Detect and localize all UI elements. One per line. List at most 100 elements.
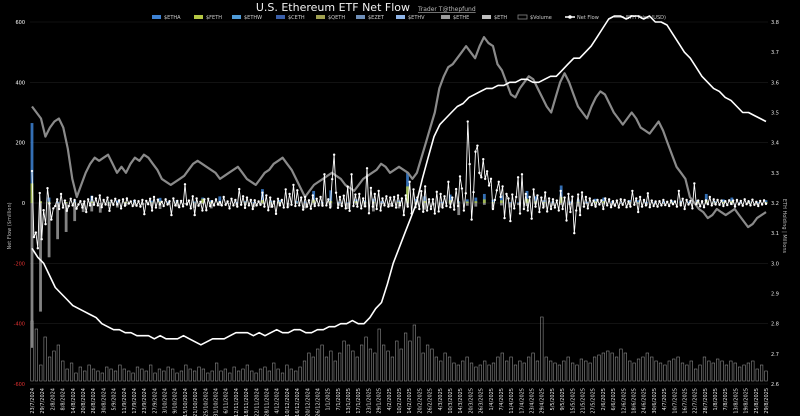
x-tick-label: 10/2/2025 xyxy=(397,388,403,414)
net-flow-point xyxy=(356,205,359,208)
net-flow-point xyxy=(218,200,222,204)
etf-bar xyxy=(269,203,273,208)
net-flow-point xyxy=(604,197,607,200)
volume-bar xyxy=(694,368,698,382)
net-flow-point xyxy=(323,173,326,176)
volume-bar xyxy=(241,368,245,382)
net-flow-point xyxy=(576,193,580,196)
net-flow-point xyxy=(631,189,634,193)
net-flow-point xyxy=(284,188,287,191)
net-flow-point xyxy=(658,199,661,203)
x-tick-label: 20/3/2025 xyxy=(468,388,474,414)
net-flow-point xyxy=(650,199,653,202)
net-flow-point xyxy=(75,207,78,210)
net-flow-point xyxy=(230,197,233,200)
volume-bar xyxy=(505,360,509,382)
x-tick-label: 20/12/2024 xyxy=(305,388,311,416)
net-flow-point xyxy=(569,210,572,214)
x-tick-label: 11/4/2025 xyxy=(509,388,515,414)
net-flow-point xyxy=(640,205,644,208)
net-flow-point xyxy=(464,192,468,195)
net-flow-point xyxy=(44,222,47,226)
net-flow-point xyxy=(234,198,237,202)
etf-bar xyxy=(576,201,580,203)
net-flow-point xyxy=(499,195,502,199)
net-flow-point xyxy=(400,197,404,200)
etf-bar xyxy=(30,123,34,203)
x-tick-label: 4/12/2024 xyxy=(275,388,281,414)
etf-bar xyxy=(337,203,341,206)
etf-bar xyxy=(542,203,546,208)
net-flow-point xyxy=(592,199,595,202)
x-tick-label: 1/1/2025 xyxy=(326,388,332,410)
net-flow-point xyxy=(729,202,733,206)
net-flow-point xyxy=(716,198,719,202)
net-flow-point xyxy=(135,204,138,207)
volume-bar xyxy=(346,344,351,382)
net-flow-point xyxy=(753,203,756,207)
net-flow-point xyxy=(112,203,115,207)
net-flow-point xyxy=(449,206,452,209)
volume-bar xyxy=(254,372,258,382)
etf-bar xyxy=(534,196,537,203)
net-flow-point xyxy=(545,210,549,213)
volume-bar xyxy=(672,358,676,382)
x-tick-label: 13/8/2025 xyxy=(733,388,739,414)
etf-bar xyxy=(192,201,196,203)
x-tick-label: 18/11/2024 xyxy=(244,388,250,416)
net-flow-point xyxy=(267,209,270,212)
volume-bar xyxy=(210,370,214,382)
volume-bar xyxy=(601,352,605,382)
y2-tick-label: 3.2 xyxy=(771,201,779,207)
volume-bar xyxy=(571,362,575,382)
x-tick-label: 23/9/2024 xyxy=(142,388,148,414)
volume-bar xyxy=(465,356,469,382)
net-flow-point xyxy=(600,199,603,202)
net-flow-point xyxy=(55,198,59,201)
volume-bar xyxy=(755,368,759,382)
net-flow-point xyxy=(733,205,737,208)
legend-label: $FETH xyxy=(206,15,222,21)
net-flow-point xyxy=(317,204,320,207)
etf-bar xyxy=(243,202,247,203)
net-flow-point xyxy=(706,203,710,206)
net-flow-point xyxy=(596,198,599,202)
etf-bar xyxy=(704,193,708,203)
net-flow-point xyxy=(139,205,142,208)
net-flow-point xyxy=(683,207,686,211)
net-flow-point xyxy=(340,204,344,208)
net-flow-point xyxy=(110,199,113,202)
etf-bar xyxy=(747,203,751,204)
legend-swatch xyxy=(482,15,491,19)
volume-bar xyxy=(109,368,113,382)
volume-bar xyxy=(500,352,504,382)
volume-bar xyxy=(478,364,482,382)
net-flow-point xyxy=(298,204,301,207)
volume-bar xyxy=(333,360,337,382)
x-tick-label: 21/5/2025 xyxy=(581,388,587,414)
net-flow-point xyxy=(511,193,514,196)
y2-tick-label: 2.7 xyxy=(771,352,779,358)
net-flow-point xyxy=(633,203,636,207)
net-flow-point xyxy=(286,206,289,209)
etf-bar xyxy=(201,198,205,203)
x-tick-label: 27/5/2025 xyxy=(591,388,597,414)
net-flow-point xyxy=(460,187,464,190)
net-flow-point xyxy=(145,199,148,203)
x-tick-label: 14/2/2025 xyxy=(407,388,413,414)
x-tick-label: 14/8/2024 xyxy=(71,388,77,414)
net-flow-point xyxy=(358,192,361,196)
net-flow-point xyxy=(431,198,435,201)
net-flow-point xyxy=(116,203,119,206)
volume-bar xyxy=(540,316,544,382)
etf-bar xyxy=(303,201,307,203)
net-flow-point xyxy=(691,207,694,210)
net-flow-point xyxy=(700,199,704,203)
x-tick-label: 25/10/2024 xyxy=(203,388,209,416)
net-flow-point xyxy=(241,195,245,198)
net-flow-point xyxy=(117,199,121,202)
x-tick-label: 6/11/2024 xyxy=(224,388,230,414)
volume-bar xyxy=(531,352,535,382)
x-tick-label: 4/3/2025 xyxy=(438,388,444,410)
net-flow-point xyxy=(516,176,520,179)
